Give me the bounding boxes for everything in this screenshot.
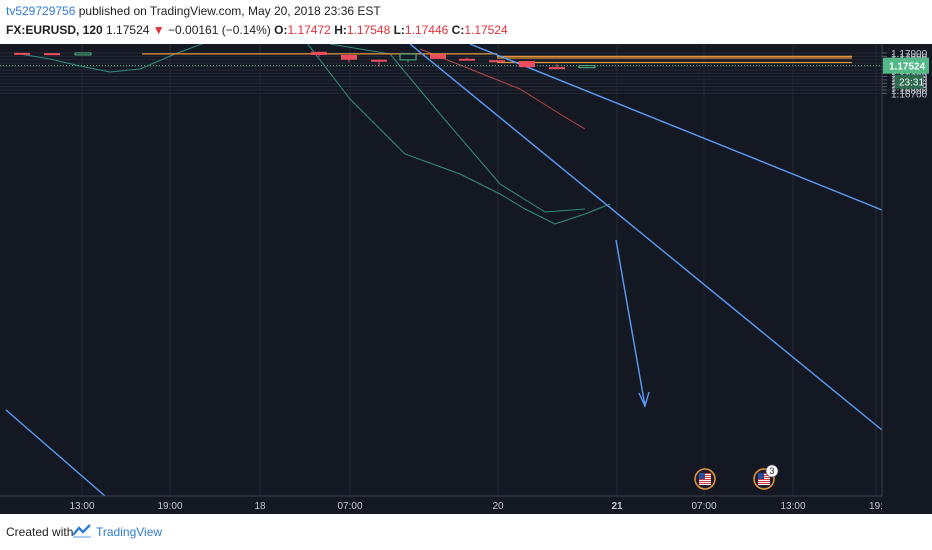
current-price-label: 1.17524 (889, 62, 926, 73)
low-value: 1.17446 (404, 23, 449, 37)
last-price: 1.17524 (106, 23, 150, 37)
chart-header: tv529729756 published on TradingView.com… (0, 0, 932, 44)
open-label: O: (274, 23, 288, 37)
time-tick-label: 07:00 (691, 501, 716, 512)
candle-body (341, 55, 357, 60)
candle-body (519, 61, 535, 68)
moving-average-line (419, 48, 586, 130)
trendlines[interactable] (5, 44, 883, 497)
trendline (5, 409, 106, 497)
trendline (409, 44, 883, 431)
symbol-legend: FX:EURUSD, 120 1.17524 ▼ −0.00161 (−0.14… (6, 23, 508, 37)
candle-body (44, 53, 60, 56)
trendline (469, 44, 883, 211)
published-text: published on TradingView.com, May 20, 20… (75, 4, 381, 18)
tradingview-brand-link[interactable]: TradingView (96, 525, 163, 539)
candle-body (371, 59, 387, 62)
envelope-line (307, 44, 611, 225)
envelope-line (329, 44, 586, 213)
chart-footer: Created with TradingView (0, 514, 932, 550)
tradingview-logo-icon (72, 524, 91, 538)
candle-body (578, 65, 596, 69)
time-tick-label: 21 (611, 501, 623, 512)
publish-info: tv529729756 published on TradingView.com… (6, 4, 381, 18)
current-price-box (883, 57, 929, 74)
projection-arrow[interactable] (615, 239, 650, 409)
close-value: 1.17524 (464, 23, 508, 37)
candle-body (549, 67, 565, 70)
current-price-tag: 1.17524 23:31 (883, 57, 929, 89)
high-value: 1.17548 (346, 23, 391, 37)
event-markers[interactable]: 3 (694, 464, 779, 490)
us-flag-event-icon[interactable] (694, 468, 716, 490)
price-tick-label: 1.16800 (891, 86, 928, 97)
candle-body (399, 53, 417, 61)
arrow-head-icon (638, 391, 650, 409)
time-tick-label: 19: (869, 501, 883, 512)
time-tick-label: 19:00 (157, 501, 182, 512)
candles (14, 51, 596, 70)
time-axis[interactable]: 13:00 19:00 18 07:00 20 21 07:00 13:00 19: (69, 501, 882, 512)
low-label: L: (393, 23, 405, 37)
high-label: H: (334, 23, 347, 37)
candle-body (14, 52, 30, 55)
close-label: C: (451, 23, 465, 37)
us-flag-event-icon[interactable]: 3 (753, 464, 779, 490)
time-tick-label: 07:00 (337, 501, 362, 512)
candlestick-chart[interactable]: 3 1.179001.178001.177001.176001.175001.1… (0, 44, 932, 514)
price-tick-label: 1.16700 (891, 89, 928, 100)
candle-body (430, 54, 446, 59)
created-with-label: Created with (6, 525, 74, 539)
symbol-label[interactable]: FX:EURUSD, 120 (6, 23, 103, 37)
candle-body (311, 51, 327, 56)
candle-body (74, 52, 92, 56)
countdown-box (895, 74, 923, 89)
candle-body (459, 58, 475, 61)
time-tick-label: 13:00 (780, 501, 805, 512)
vertical-gridlines (81, 44, 877, 496)
price-change: −0.00161 (−0.14%) (168, 23, 271, 37)
time-tick-label: 18 (254, 501, 266, 512)
price-tick-label: 1.17900 (891, 49, 928, 60)
author-link[interactable]: tv529729756 (6, 4, 76, 18)
svg-text:3: 3 (769, 466, 774, 476)
countdown-label: 23:31 (899, 78, 924, 89)
candle-body (489, 60, 505, 63)
chart-background (0, 44, 932, 514)
arrow-shaft (615, 239, 646, 407)
time-tick-label: 20 (492, 501, 504, 512)
time-tick-label: 13:00 (69, 501, 94, 512)
open-value: 1.17472 (287, 23, 331, 37)
change-down-icon: ▼ (152, 23, 165, 37)
